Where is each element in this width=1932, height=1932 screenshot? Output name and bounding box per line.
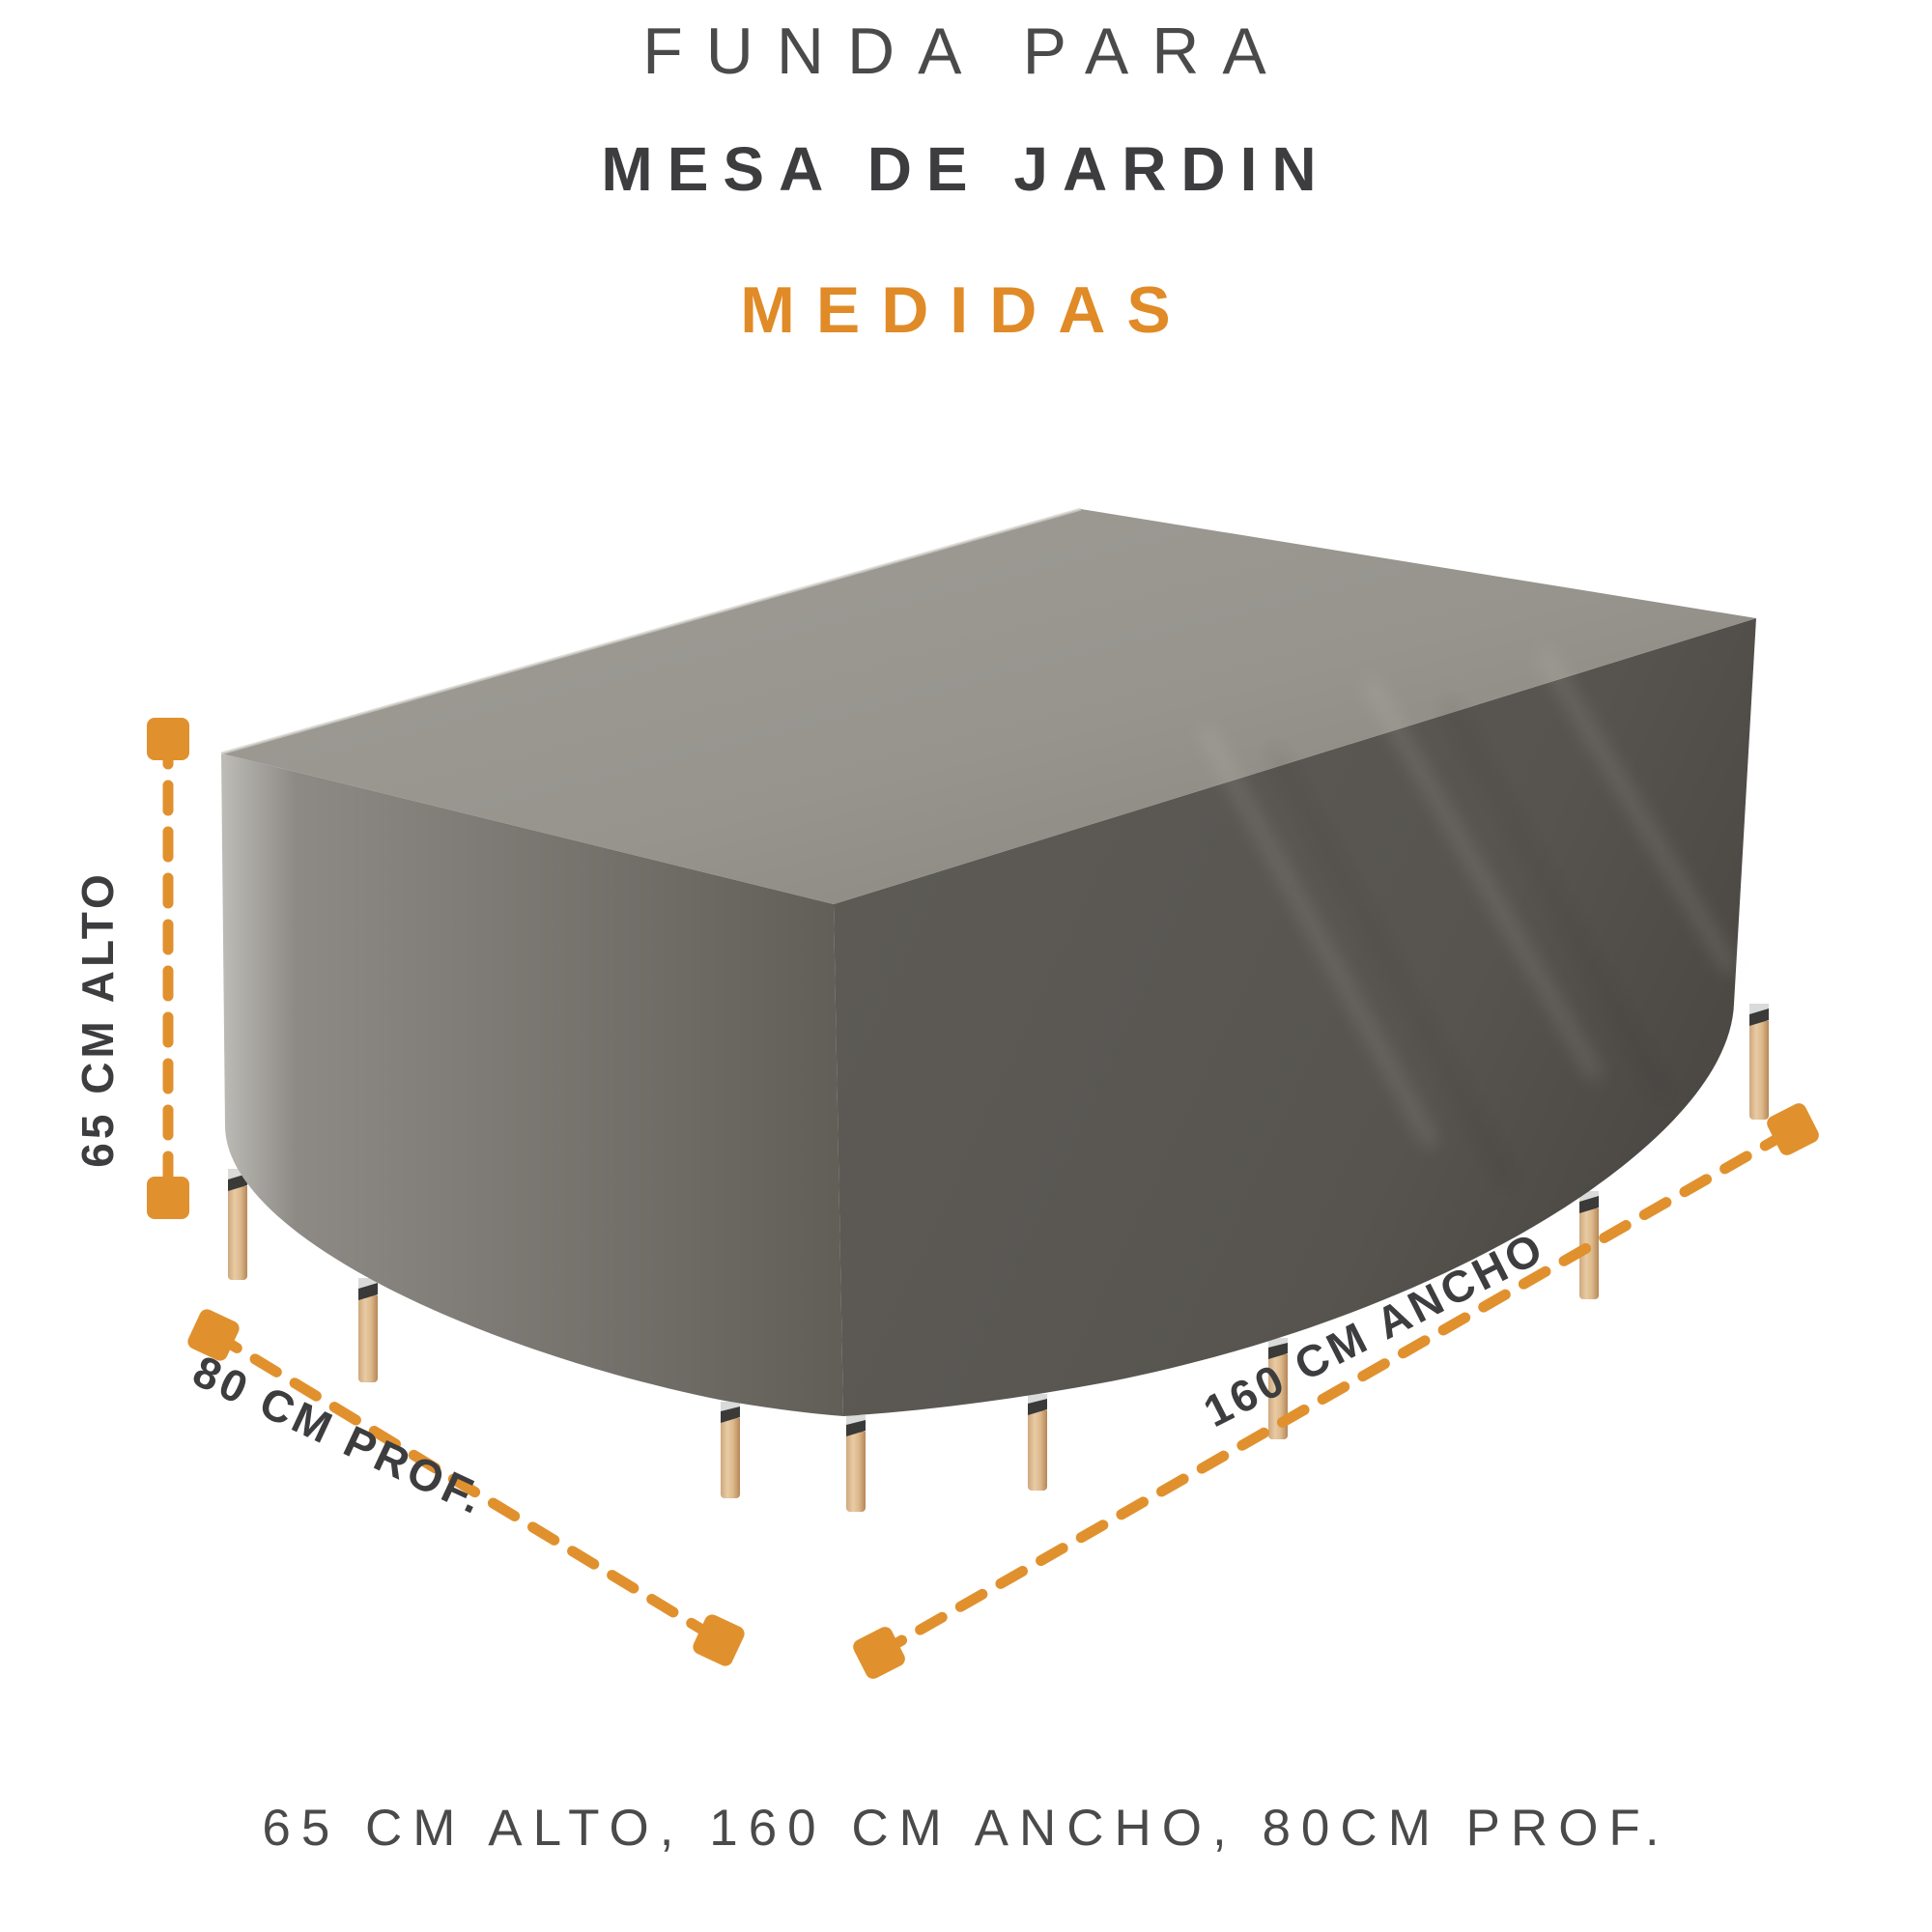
svg-text:80 CM PROF.: 80 CM PROF. bbox=[185, 1346, 494, 1525]
svg-text:65 CM ALTO: 65 CM ALTO bbox=[72, 870, 123, 1168]
